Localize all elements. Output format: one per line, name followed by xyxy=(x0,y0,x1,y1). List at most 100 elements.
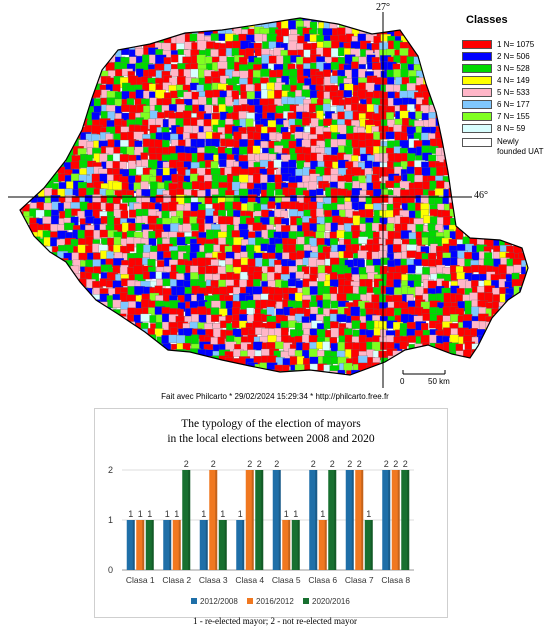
commune-cell xyxy=(86,166,95,175)
commune-cell xyxy=(29,379,37,389)
commune-cell xyxy=(336,314,347,323)
commune-cell xyxy=(449,62,459,72)
commune-cell xyxy=(442,64,453,75)
commune-cell xyxy=(121,363,131,374)
commune-cell xyxy=(443,292,452,303)
commune-cell xyxy=(385,209,395,219)
commune-cell xyxy=(20,259,27,268)
commune-cell xyxy=(128,349,139,359)
commune-cell xyxy=(423,28,434,38)
commune-cell xyxy=(521,351,528,361)
commune-cell xyxy=(31,265,39,274)
legend-item-class-3: 3 N= 528 xyxy=(462,63,530,74)
commune-cell xyxy=(343,90,353,98)
commune-cell xyxy=(63,57,72,66)
legend-label: 7 N= 155 xyxy=(497,112,530,121)
commune-cell xyxy=(50,237,58,247)
commune-cell xyxy=(112,335,122,343)
commune-cell xyxy=(122,379,130,387)
commune-cell xyxy=(525,307,528,319)
commune-cell xyxy=(42,216,53,224)
commune-cell xyxy=(20,285,27,295)
commune-cell xyxy=(520,320,528,330)
bar-shade xyxy=(242,520,245,570)
commune-cell xyxy=(23,173,34,185)
commune-cell xyxy=(499,335,508,344)
commune-cell xyxy=(72,300,84,311)
commune-cell xyxy=(134,349,144,358)
commune-cell xyxy=(455,28,467,39)
commune-cell xyxy=(84,125,93,133)
commune-cell xyxy=(28,97,38,105)
commune-cell xyxy=(44,49,54,58)
commune-cell xyxy=(512,362,522,370)
commune-cell xyxy=(486,160,497,172)
commune-cell xyxy=(73,307,82,317)
commune-cell xyxy=(450,104,459,114)
commune-cell xyxy=(506,356,518,366)
commune-cell xyxy=(506,176,515,185)
commune-cell xyxy=(43,306,51,317)
commune-cell xyxy=(521,217,528,226)
commune-cell xyxy=(57,363,68,375)
commune-cell xyxy=(58,273,66,284)
commune-cell xyxy=(451,20,462,30)
commune-cell xyxy=(43,84,51,94)
commune-cell xyxy=(29,363,40,375)
scale-zero-label: 0 xyxy=(400,377,405,386)
commune-cell xyxy=(99,327,110,339)
commune-cell xyxy=(29,154,40,165)
commune-cell xyxy=(520,187,528,199)
commune-cell xyxy=(191,369,200,375)
commune-cell xyxy=(86,336,98,347)
commune-cell xyxy=(442,84,453,94)
commune-cell xyxy=(35,280,45,290)
commune-cell xyxy=(70,161,81,170)
legend-item-class-5: 5 N= 533 xyxy=(462,87,530,98)
data-label: 2 xyxy=(311,459,316,469)
commune-cell xyxy=(77,335,87,344)
commune-cell xyxy=(65,357,77,367)
commune-cell xyxy=(365,370,376,375)
commune-cell xyxy=(36,84,47,95)
commune-cell xyxy=(43,133,55,142)
commune-cell xyxy=(472,204,481,213)
commune-cell xyxy=(71,21,81,31)
commune-cell xyxy=(168,371,177,375)
commune-cell xyxy=(351,18,362,26)
commune-cell xyxy=(85,349,96,360)
commune-cell xyxy=(49,140,60,149)
commune-cell xyxy=(100,47,110,60)
commune-cell xyxy=(35,300,46,311)
bar-shade xyxy=(407,470,410,570)
commune-cell xyxy=(142,336,153,345)
commune-cell xyxy=(436,41,444,51)
commune-cell xyxy=(182,223,191,233)
commune-cell xyxy=(77,55,88,66)
commune-cell xyxy=(120,372,131,375)
commune-cell xyxy=(504,364,516,375)
commune-cell xyxy=(87,35,97,44)
legend-label: 2016/2012 xyxy=(256,597,294,606)
commune-cell xyxy=(451,379,460,389)
commune-cell xyxy=(393,358,403,367)
commune-cell xyxy=(45,159,54,171)
commune-cell xyxy=(20,29,23,38)
commune-cell xyxy=(71,110,80,122)
commune-cell xyxy=(463,357,474,369)
commune-cell xyxy=(217,336,225,345)
commune-cell xyxy=(169,357,180,367)
commune-cell xyxy=(84,372,93,375)
commune-cell xyxy=(322,47,332,58)
commune-cell xyxy=(70,336,80,345)
commune-cell xyxy=(100,322,109,332)
commune-cell xyxy=(203,20,215,30)
commune-cell xyxy=(211,300,222,309)
commune-cell xyxy=(21,77,31,86)
commune-cell xyxy=(98,42,110,52)
bar-shade xyxy=(215,470,218,570)
y-tick-label: 0 xyxy=(108,565,113,575)
commune-cell xyxy=(491,330,502,341)
commune-cell xyxy=(491,160,502,170)
